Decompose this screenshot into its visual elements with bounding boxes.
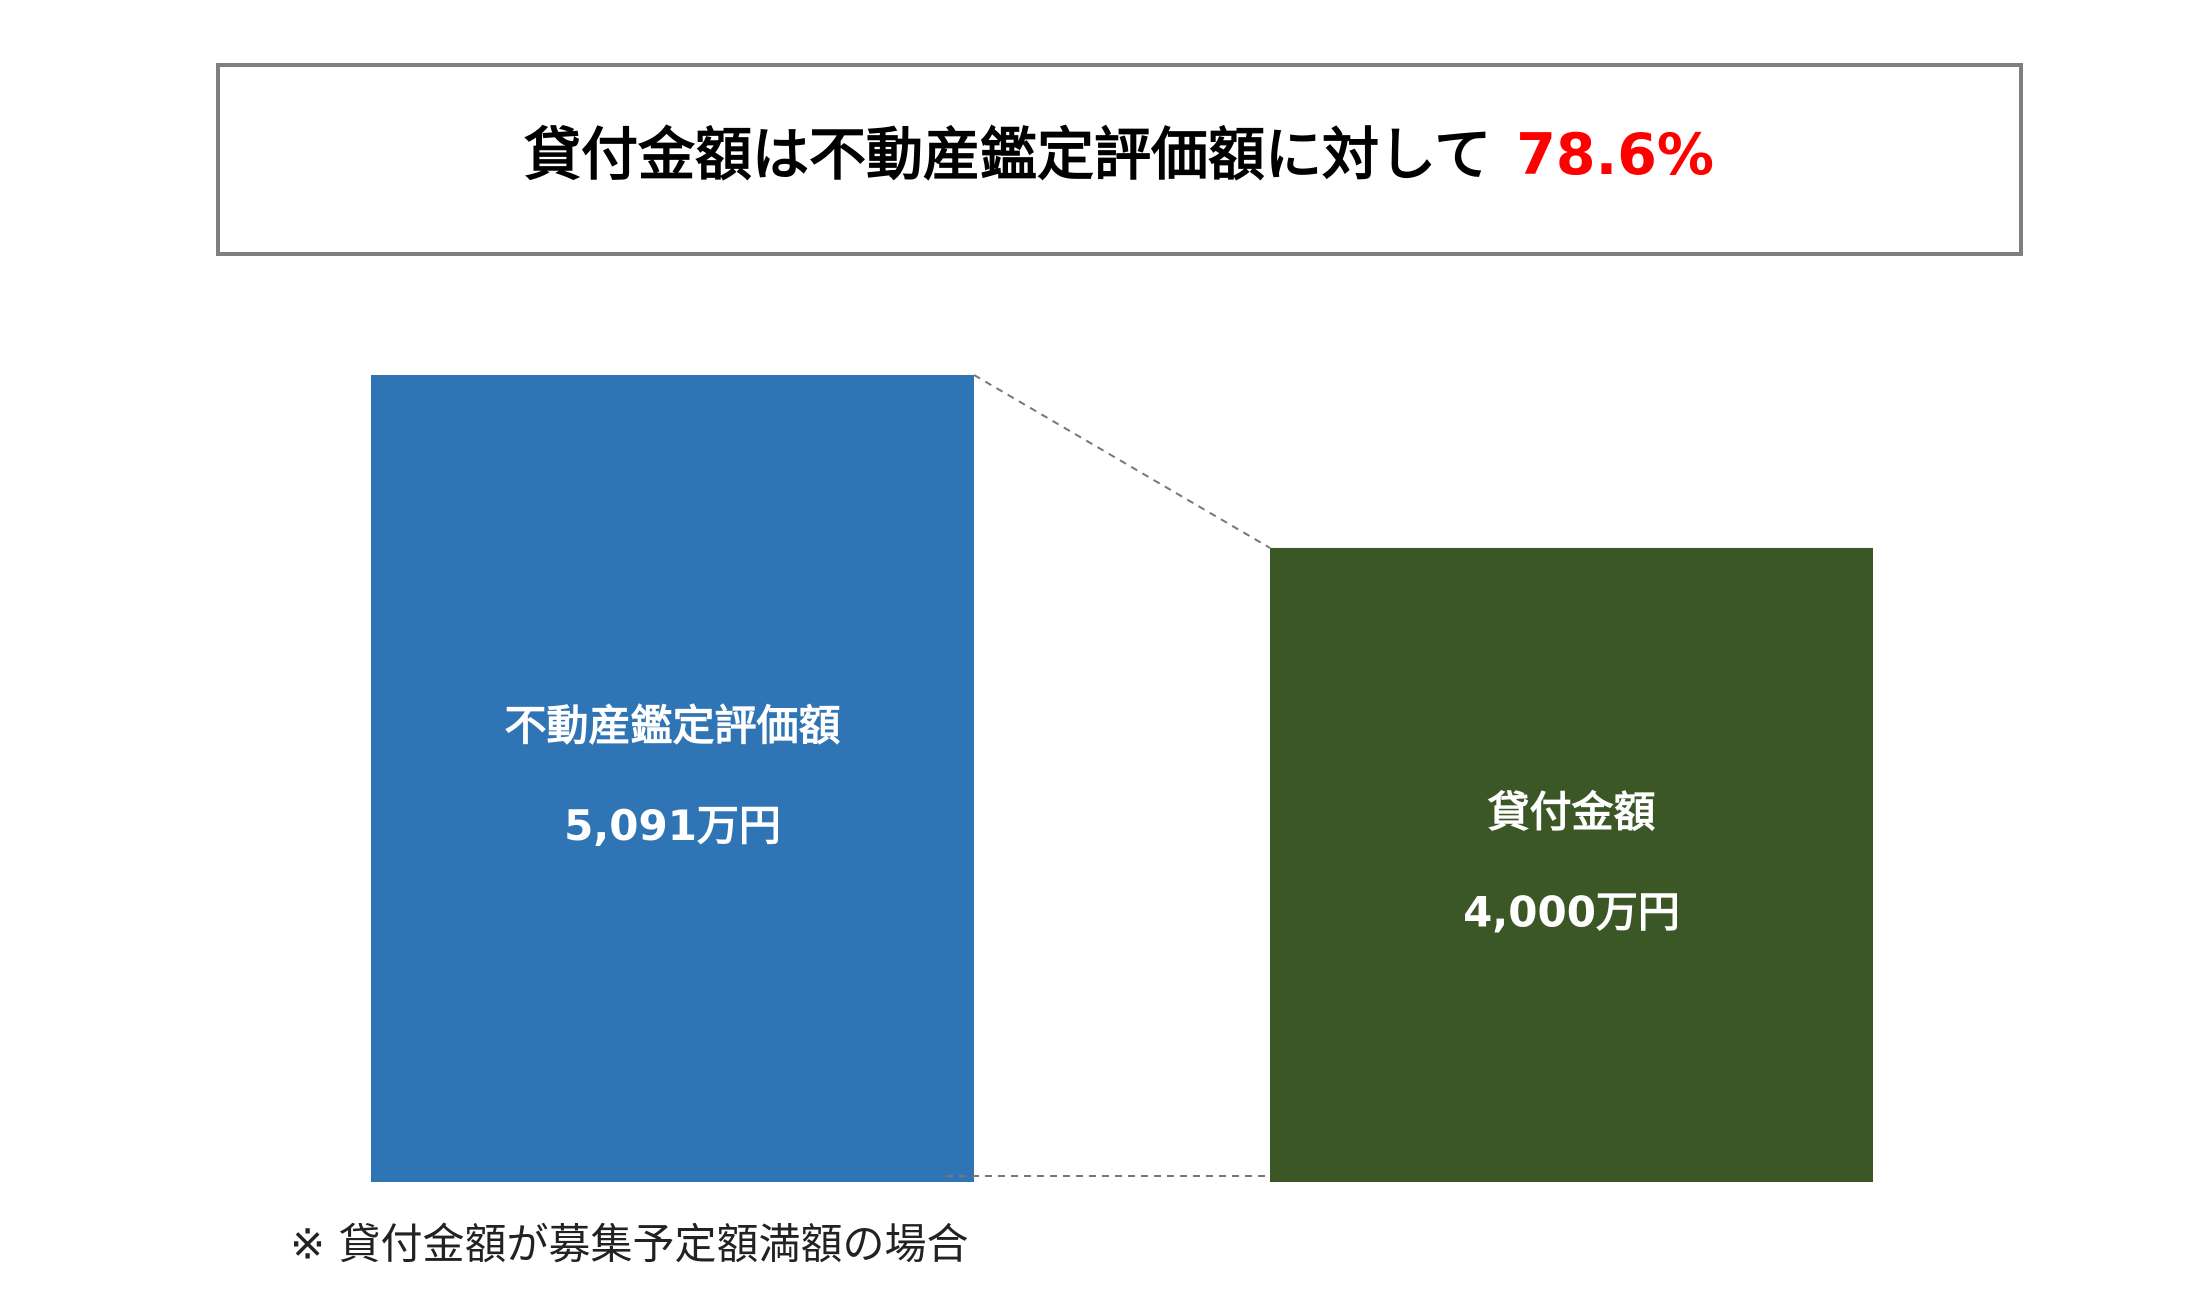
bar-value-label: 4,000万円 <box>1463 887 1680 936</box>
title-text: 貸付金額は不動産鑑定評価額に対して <box>524 122 1491 188</box>
bar-category-label: 不動産鑑定評価額 <box>504 701 840 750</box>
chart-title: 貸付金額は不動産鑑定評価額に対して 78.6% <box>524 122 1714 188</box>
bar-value-label: 5,091万円 <box>564 801 781 850</box>
title-highlight: 78.6% <box>1516 122 1714 188</box>
bar <box>371 375 974 1182</box>
title-box <box>216 63 2023 256</box>
connector <box>973 374 1271 549</box>
footnote: ※ 貸付金額が募集予定額満額の場合 <box>290 1220 969 1269</box>
bar <box>1270 547 1873 1182</box>
bar-category-label: 貸付金額 <box>1487 787 1655 836</box>
